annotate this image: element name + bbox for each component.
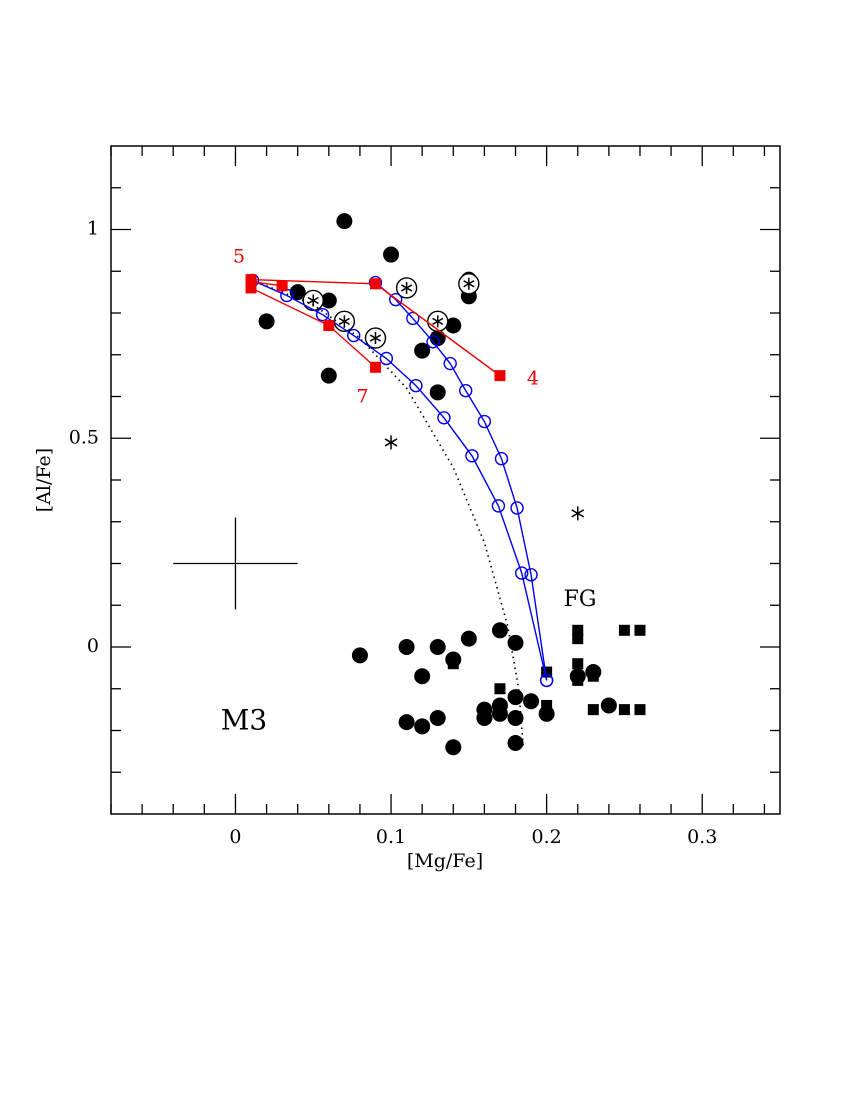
data-point — [383, 246, 400, 263]
x-tick-label: 0.3 — [687, 826, 717, 848]
series-label: 7 — [356, 385, 368, 407]
x-tick-label: 0.1 — [376, 826, 406, 848]
data-point — [587, 704, 599, 716]
data-point — [379, 351, 394, 366]
x-tick-label: 0 — [229, 826, 241, 848]
data-point — [409, 378, 423, 393]
data-point — [443, 356, 457, 371]
x-axis-label: [Mg/Fe] — [407, 850, 483, 872]
data-point — [460, 630, 477, 647]
data-point — [541, 666, 553, 678]
data-point — [414, 342, 431, 359]
series-label: 4 — [527, 368, 539, 390]
data-point — [572, 624, 584, 636]
data-point — [494, 683, 506, 695]
data-point — [426, 335, 440, 349]
data-point — [414, 668, 431, 685]
data-point — [245, 282, 257, 294]
data-point — [491, 499, 506, 513]
data-point — [494, 452, 509, 466]
x-tick-label: 0.2 — [532, 826, 562, 848]
data-point — [618, 624, 630, 636]
data-point — [510, 501, 524, 515]
data-point — [634, 704, 646, 716]
data-point — [507, 689, 524, 706]
data-point — [369, 278, 381, 290]
data-point — [600, 697, 617, 714]
data-point — [447, 658, 459, 670]
data-point — [491, 622, 508, 639]
data-point — [445, 739, 462, 756]
data-point — [315, 307, 330, 322]
data-point — [572, 658, 584, 670]
asterisk-stroke — [401, 284, 413, 292]
data-point — [429, 639, 446, 655]
data-point — [523, 693, 540, 710]
data-point — [539, 673, 554, 688]
data-point — [258, 313, 275, 330]
asterisk-stroke — [571, 509, 585, 518]
data-point — [507, 735, 524, 752]
data-point — [445, 317, 462, 334]
asterisk-stroke — [369, 334, 382, 342]
asterisk-stroke — [307, 296, 319, 305]
data-point — [276, 280, 288, 292]
data-point — [524, 568, 538, 582]
data-point — [587, 670, 599, 682]
data-point — [336, 213, 353, 230]
data-point — [398, 639, 415, 655]
series-label: 5 — [233, 246, 245, 268]
data-point — [414, 718, 431, 735]
data-point — [465, 449, 479, 463]
data-point — [507, 709, 524, 726]
y-axis-label: [Al/Fe] — [33, 448, 55, 512]
y-tick-label: 1 — [87, 218, 99, 240]
asterisk-stroke — [384, 438, 398, 447]
data-point — [398, 714, 415, 731]
data-point — [347, 328, 361, 343]
data-point — [369, 361, 381, 373]
data-point — [320, 367, 337, 384]
data-point — [459, 383, 473, 398]
series-line — [375, 281, 548, 681]
data-point — [572, 674, 584, 686]
y-tick-label: 0 — [87, 635, 99, 657]
y-tick-label: 0.5 — [69, 426, 99, 448]
data-point — [323, 320, 335, 332]
annotation: M3 — [221, 704, 267, 737]
data-point — [429, 384, 446, 401]
annotation: FG — [564, 587, 597, 612]
data-point — [477, 414, 492, 429]
data-point — [351, 647, 368, 664]
data-point — [491, 705, 508, 722]
data-point — [320, 292, 337, 309]
data-point — [429, 709, 446, 726]
data-point — [476, 709, 493, 726]
data-point — [437, 411, 451, 425]
data-point — [289, 284, 306, 301]
data-point — [515, 566, 529, 580]
asterisk-stroke — [432, 317, 444, 325]
plot-frame — [110, 145, 781, 815]
data-point — [572, 633, 584, 645]
data-point — [618, 704, 630, 716]
asterisk-stroke — [463, 280, 475, 288]
series-line — [250, 278, 525, 748]
data-point — [494, 370, 506, 382]
data-point — [406, 311, 420, 326]
data-point — [507, 634, 524, 651]
series-line — [252, 279, 548, 681]
data-point — [541, 699, 553, 711]
asterisk-stroke — [338, 317, 350, 325]
data-point — [634, 624, 646, 636]
data-point — [245, 274, 257, 286]
data-point — [389, 292, 403, 307]
